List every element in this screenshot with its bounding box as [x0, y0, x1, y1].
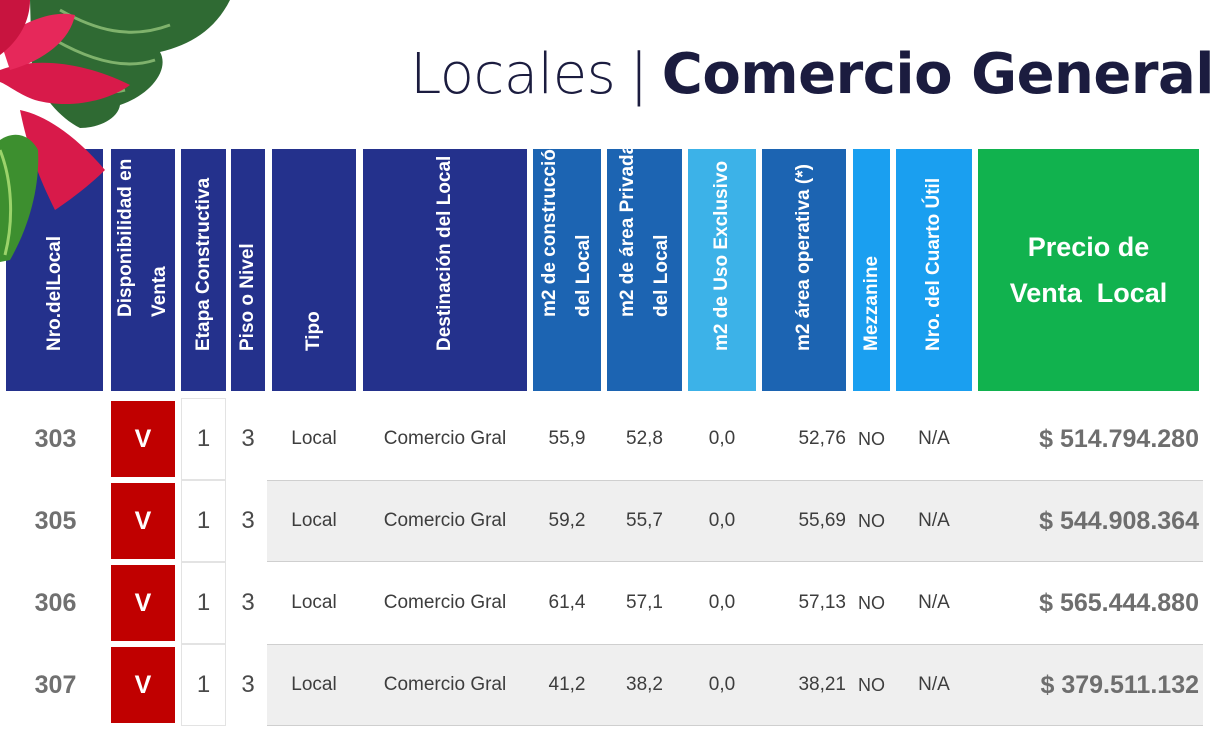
etapa-cell: 1	[181, 644, 226, 726]
row-stripe	[267, 644, 1203, 726]
header-m2-uso-exclusivo: m2 de Uso Exclusivo	[688, 149, 756, 391]
m2-construccion-cell: 61,4	[548, 592, 586, 613]
m2-privada-cell: 55,7	[626, 510, 663, 531]
m2-privada-cell: 57,1	[626, 592, 663, 613]
price-cell: $ 544.908.364	[1039, 506, 1199, 535]
m2-operativa-cell: 38,21	[798, 674, 846, 695]
tipo-cell: Local	[291, 510, 337, 531]
mezzanine-cell: NO	[858, 428, 885, 449]
mezzanine-cell: NO	[858, 674, 885, 695]
header-m2-privada: m2 de área Privada del Local	[607, 149, 682, 391]
tipo-cell: Local	[291, 592, 337, 613]
m2-operativa-cell: 55,69	[798, 510, 846, 531]
header-cuarto-util: Nro. del Cuarto Útil	[896, 149, 972, 391]
table-row: 306 V 1 3 Local Comercio Gral 61,4 57,1 0,0 57,13…	[0, 562, 1222, 644]
title-light: Locales	[410, 42, 616, 107]
m2-uso-cell: 0,0	[708, 510, 736, 531]
header-precio-venta: Precio de Venta Local	[978, 149, 1199, 391]
tipo-cell: Local	[291, 674, 337, 695]
etapa-cell: 1	[181, 480, 226, 562]
m2-construccion-cell: 59,2	[548, 510, 586, 531]
availability-badge: V	[111, 483, 175, 559]
page-title: Locales | Comercio General	[410, 40, 1214, 110]
header-etapa: Etapa Constructiva	[181, 149, 226, 391]
header-disponibilidad: Disponibilidad en Venta	[111, 149, 175, 391]
cuarto-util-cell: N/A	[918, 674, 950, 695]
mezzanine-cell: NO	[858, 510, 885, 531]
tipo-cell: Local	[291, 428, 337, 449]
header-m2-operativa: m2 área operativa (*)	[762, 149, 846, 391]
piso-cell: 3	[241, 425, 255, 452]
m2-construccion-cell: 41,2	[548, 674, 586, 695]
cuarto-util-cell: N/A	[918, 510, 950, 531]
availability-badge: V	[111, 565, 175, 641]
destinacion-cell: Comercio Gral	[383, 592, 507, 613]
local-number: 303	[34, 424, 77, 453]
piso-cell: 3	[241, 507, 255, 534]
table-row: 305 V 1 3 Local Comercio Gral 59,2 55,7 0,0 55,69…	[0, 480, 1222, 562]
m2-operativa-cell: 57,13	[798, 592, 846, 613]
header-mezzanine: Mezzanine	[853, 149, 890, 391]
availability-badge: V	[111, 401, 175, 477]
etapa-cell: 1	[181, 398, 226, 480]
header-destinacion: Destinación del Local	[363, 149, 527, 391]
m2-uso-cell: 0,0	[708, 592, 736, 613]
price-cell: $ 565.444.880	[1039, 588, 1199, 617]
m2-uso-cell: 0,0	[708, 674, 736, 695]
destinacion-cell: Comercio Gral	[383, 510, 507, 531]
title-separator: |	[629, 42, 648, 107]
row-stripe	[267, 480, 1203, 562]
price-cell: $ 379.511.132	[1040, 670, 1200, 699]
m2-privada-cell: 38,2	[626, 674, 663, 695]
piso-cell: 3	[241, 589, 255, 616]
piso-cell: 3	[241, 671, 255, 698]
local-number: 306	[34, 588, 77, 617]
title-bold: Comercio General	[661, 42, 1215, 107]
m2-construccion-cell: 55,9	[548, 428, 586, 449]
table-row: 307 V 1 3 Local Comercio Gral 41,2 38,2 0,0 38,21…	[0, 644, 1222, 726]
local-number: 307	[34, 670, 77, 699]
header-nro-local: Nro.delLocal	[6, 149, 103, 391]
local-number: 305	[34, 506, 77, 535]
header-m2-construccion: m2 de construcción del Local	[533, 149, 601, 391]
m2-uso-cell: 0,0	[708, 428, 736, 449]
availability-badge: V	[111, 647, 175, 723]
cuarto-util-cell: N/A	[918, 428, 950, 449]
destinacion-cell: Comercio Gral	[383, 674, 507, 695]
header-tipo: Tipo	[272, 149, 356, 391]
header-piso: Piso o Nivel	[231, 149, 265, 391]
destinacion-cell: Comercio Gral	[383, 428, 507, 449]
etapa-cell: 1	[181, 562, 226, 644]
mezzanine-cell: NO	[858, 592, 885, 613]
price-cell: $ 514.794.280	[1039, 424, 1199, 453]
m2-privada-cell: 52,8	[626, 428, 663, 449]
table-row: 303 V 1 3 Local Comercio Gral 55,9 52,8 0,0 52,76…	[0, 398, 1222, 480]
cuarto-util-cell: N/A	[918, 592, 950, 613]
m2-operativa-cell: 52,76	[798, 428, 846, 449]
